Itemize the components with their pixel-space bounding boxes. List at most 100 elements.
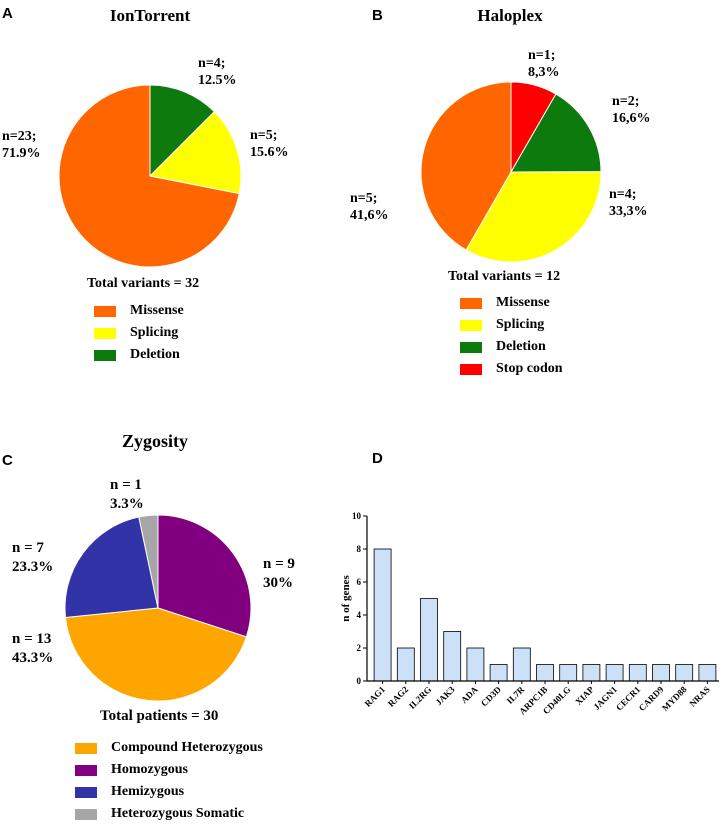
x-tick-label: NRAS: [687, 684, 711, 708]
annotation-compound-n: n = 13: [12, 631, 52, 647]
panel-b-label: B: [372, 7, 383, 24]
annotation-hemizygous-n: n = 7: [12, 540, 44, 556]
legend-swatch: [94, 305, 116, 317]
bar-myd88: [675, 664, 694, 682]
annotation-splicing-b-pct: 33,3%: [609, 204, 648, 219]
legend-swatch: [75, 764, 97, 776]
legend-item: Compound Heterozygous: [75, 737, 263, 759]
legend-swatch: [75, 786, 97, 798]
legend-swatch: [94, 349, 116, 361]
legend-label: Missense: [130, 303, 184, 318]
x-tick-label: CECR1: [614, 684, 643, 713]
legend-swatch: [94, 327, 116, 339]
total-variants-b: Total variants = 12: [448, 269, 561, 284]
pie-slice-heterozygous-somatic: [138, 514, 159, 609]
y-tick-label: 2: [357, 643, 362, 653]
x-tick-label: RAG1: [363, 684, 388, 709]
annotation-homozygous: n = 9 30%: [263, 555, 295, 593]
pie-slice-splicing: [148, 110, 242, 195]
bar-card9: [652, 664, 670, 682]
annotation-deletion: n=4; 12.5%: [198, 55, 237, 89]
annotation-hemizygous: n = 7 23.3%: [12, 539, 53, 577]
legend-label: Splicing: [130, 325, 179, 340]
annotation-splicing: n=5; 15.6%: [250, 127, 289, 161]
annotation-somatic-pct: 3.3%: [110, 496, 144, 512]
legend-swatch: [460, 297, 482, 309]
annotation-missense-b-n: n=5;: [350, 191, 378, 206]
annotation-missense-b-pct: 41,6%: [350, 208, 389, 223]
pie-slice-missense: [58, 84, 240, 268]
pie-slice-missense: [420, 81, 512, 251]
pie-slice-deletion: [510, 93, 602, 173]
annotation-missense-b: n=5; 41,6%: [350, 190, 389, 224]
panel-c-title: Zygosity: [121, 431, 188, 451]
x-tick-label: RAG2: [386, 684, 411, 709]
pie-slice-splicing: [465, 171, 602, 263]
bar-cd3d: [489, 664, 508, 682]
pie-slice-stop-codon: [510, 81, 557, 174]
annotation-splicing-b: n=4; 33,3%: [609, 186, 648, 220]
pie-slice-deletion: [149, 84, 216, 178]
legend-item: Missense: [94, 300, 184, 322]
y-tick-label: 4: [357, 610, 362, 620]
panel-a-title: IonTorrent: [109, 6, 191, 25]
panel-b-title: Haloplex: [477, 6, 543, 25]
legend-label: Heterozygous Somatic: [111, 806, 245, 821]
annotation-homozygous-pct: 30%: [263, 575, 293, 591]
x-tick-label: XIAP: [573, 684, 596, 707]
legend-label: Homozygous: [111, 762, 188, 777]
annotation-hemizygous-pct: 23.3%: [12, 559, 54, 575]
bar-cd40lg: [559, 664, 578, 682]
annotation-stop-codon-pct: 8,3%: [528, 65, 560, 80]
legend-item: Stop codon: [460, 358, 563, 380]
annotation-somatic: n = 1 3.3%: [110, 476, 144, 514]
x-tick-label: JAK3: [434, 684, 457, 707]
legend-label: Deletion: [496, 339, 546, 354]
annotation-homozygous-n: n = 9: [263, 556, 295, 572]
legend-label: Splicing: [496, 317, 545, 332]
annotation-deletion-b: n=2; 16,6%: [612, 93, 651, 127]
legend-label: Missense: [496, 295, 550, 310]
annotation-deletion-b-pct: 16,6%: [612, 111, 651, 126]
pie-slice-compound-heterozygous: [64, 607, 248, 702]
x-tick-label: ADA: [459, 684, 480, 705]
bar-xiap: [582, 664, 601, 682]
bar-rag1: [373, 548, 392, 682]
legend-item: Deletion: [460, 336, 563, 358]
legend-item: Splicing: [460, 314, 563, 336]
x-tick-label: CD40LG: [541, 684, 573, 716]
legend-item: Hemizygous: [75, 781, 263, 803]
x-tick-label: IL2RG: [407, 684, 434, 711]
annotation-splicing-b-n: n=4;: [609, 187, 637, 202]
bar-cecr1: [628, 664, 647, 682]
legend-swatch: [75, 742, 97, 754]
legend-label: Deletion: [130, 347, 180, 362]
x-tick-label: CD3D: [479, 684, 503, 708]
legend-item: Homozygous: [75, 759, 263, 781]
total-variants-a: Total variants = 32: [87, 276, 200, 291]
annotation-deletion-pct: 12.5%: [198, 73, 237, 88]
x-tick-label: CARD9: [637, 684, 666, 713]
panel-d-label: D: [372, 450, 383, 467]
legend-item: Missense: [460, 292, 563, 314]
annotation-missense-n: n=23;: [2, 129, 37, 144]
bar-ada: [466, 647, 485, 682]
y-tick-label: 10: [352, 511, 362, 521]
annotation-deletion-b-n: n=2;: [612, 94, 640, 109]
bar-rag2: [396, 647, 415, 682]
legend-label: Hemizygous: [111, 784, 185, 799]
y-tick-label: 6: [357, 577, 362, 587]
bar-jagn1: [605, 664, 624, 682]
y-tick-label: 8: [357, 544, 362, 554]
legend-swatch: [75, 808, 97, 820]
legend-swatch: [460, 319, 482, 331]
bar-jak3: [443, 631, 462, 682]
total-patients-c: Total patients = 30: [100, 708, 219, 724]
legend-swatch: [460, 363, 482, 375]
annotation-stop-codon-n: n=1;: [528, 48, 556, 63]
bar-il2rg: [420, 598, 438, 682]
annotation-compound: n = 13 43.3%: [12, 630, 53, 668]
panel-c-label: C: [2, 452, 13, 469]
pie-slice-hemizygous: [64, 516, 159, 619]
bar-nras: [698, 664, 717, 682]
